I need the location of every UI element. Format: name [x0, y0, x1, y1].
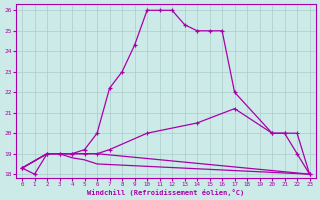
X-axis label: Windchill (Refroidissement éolien,°C): Windchill (Refroidissement éolien,°C)	[87, 189, 244, 196]
